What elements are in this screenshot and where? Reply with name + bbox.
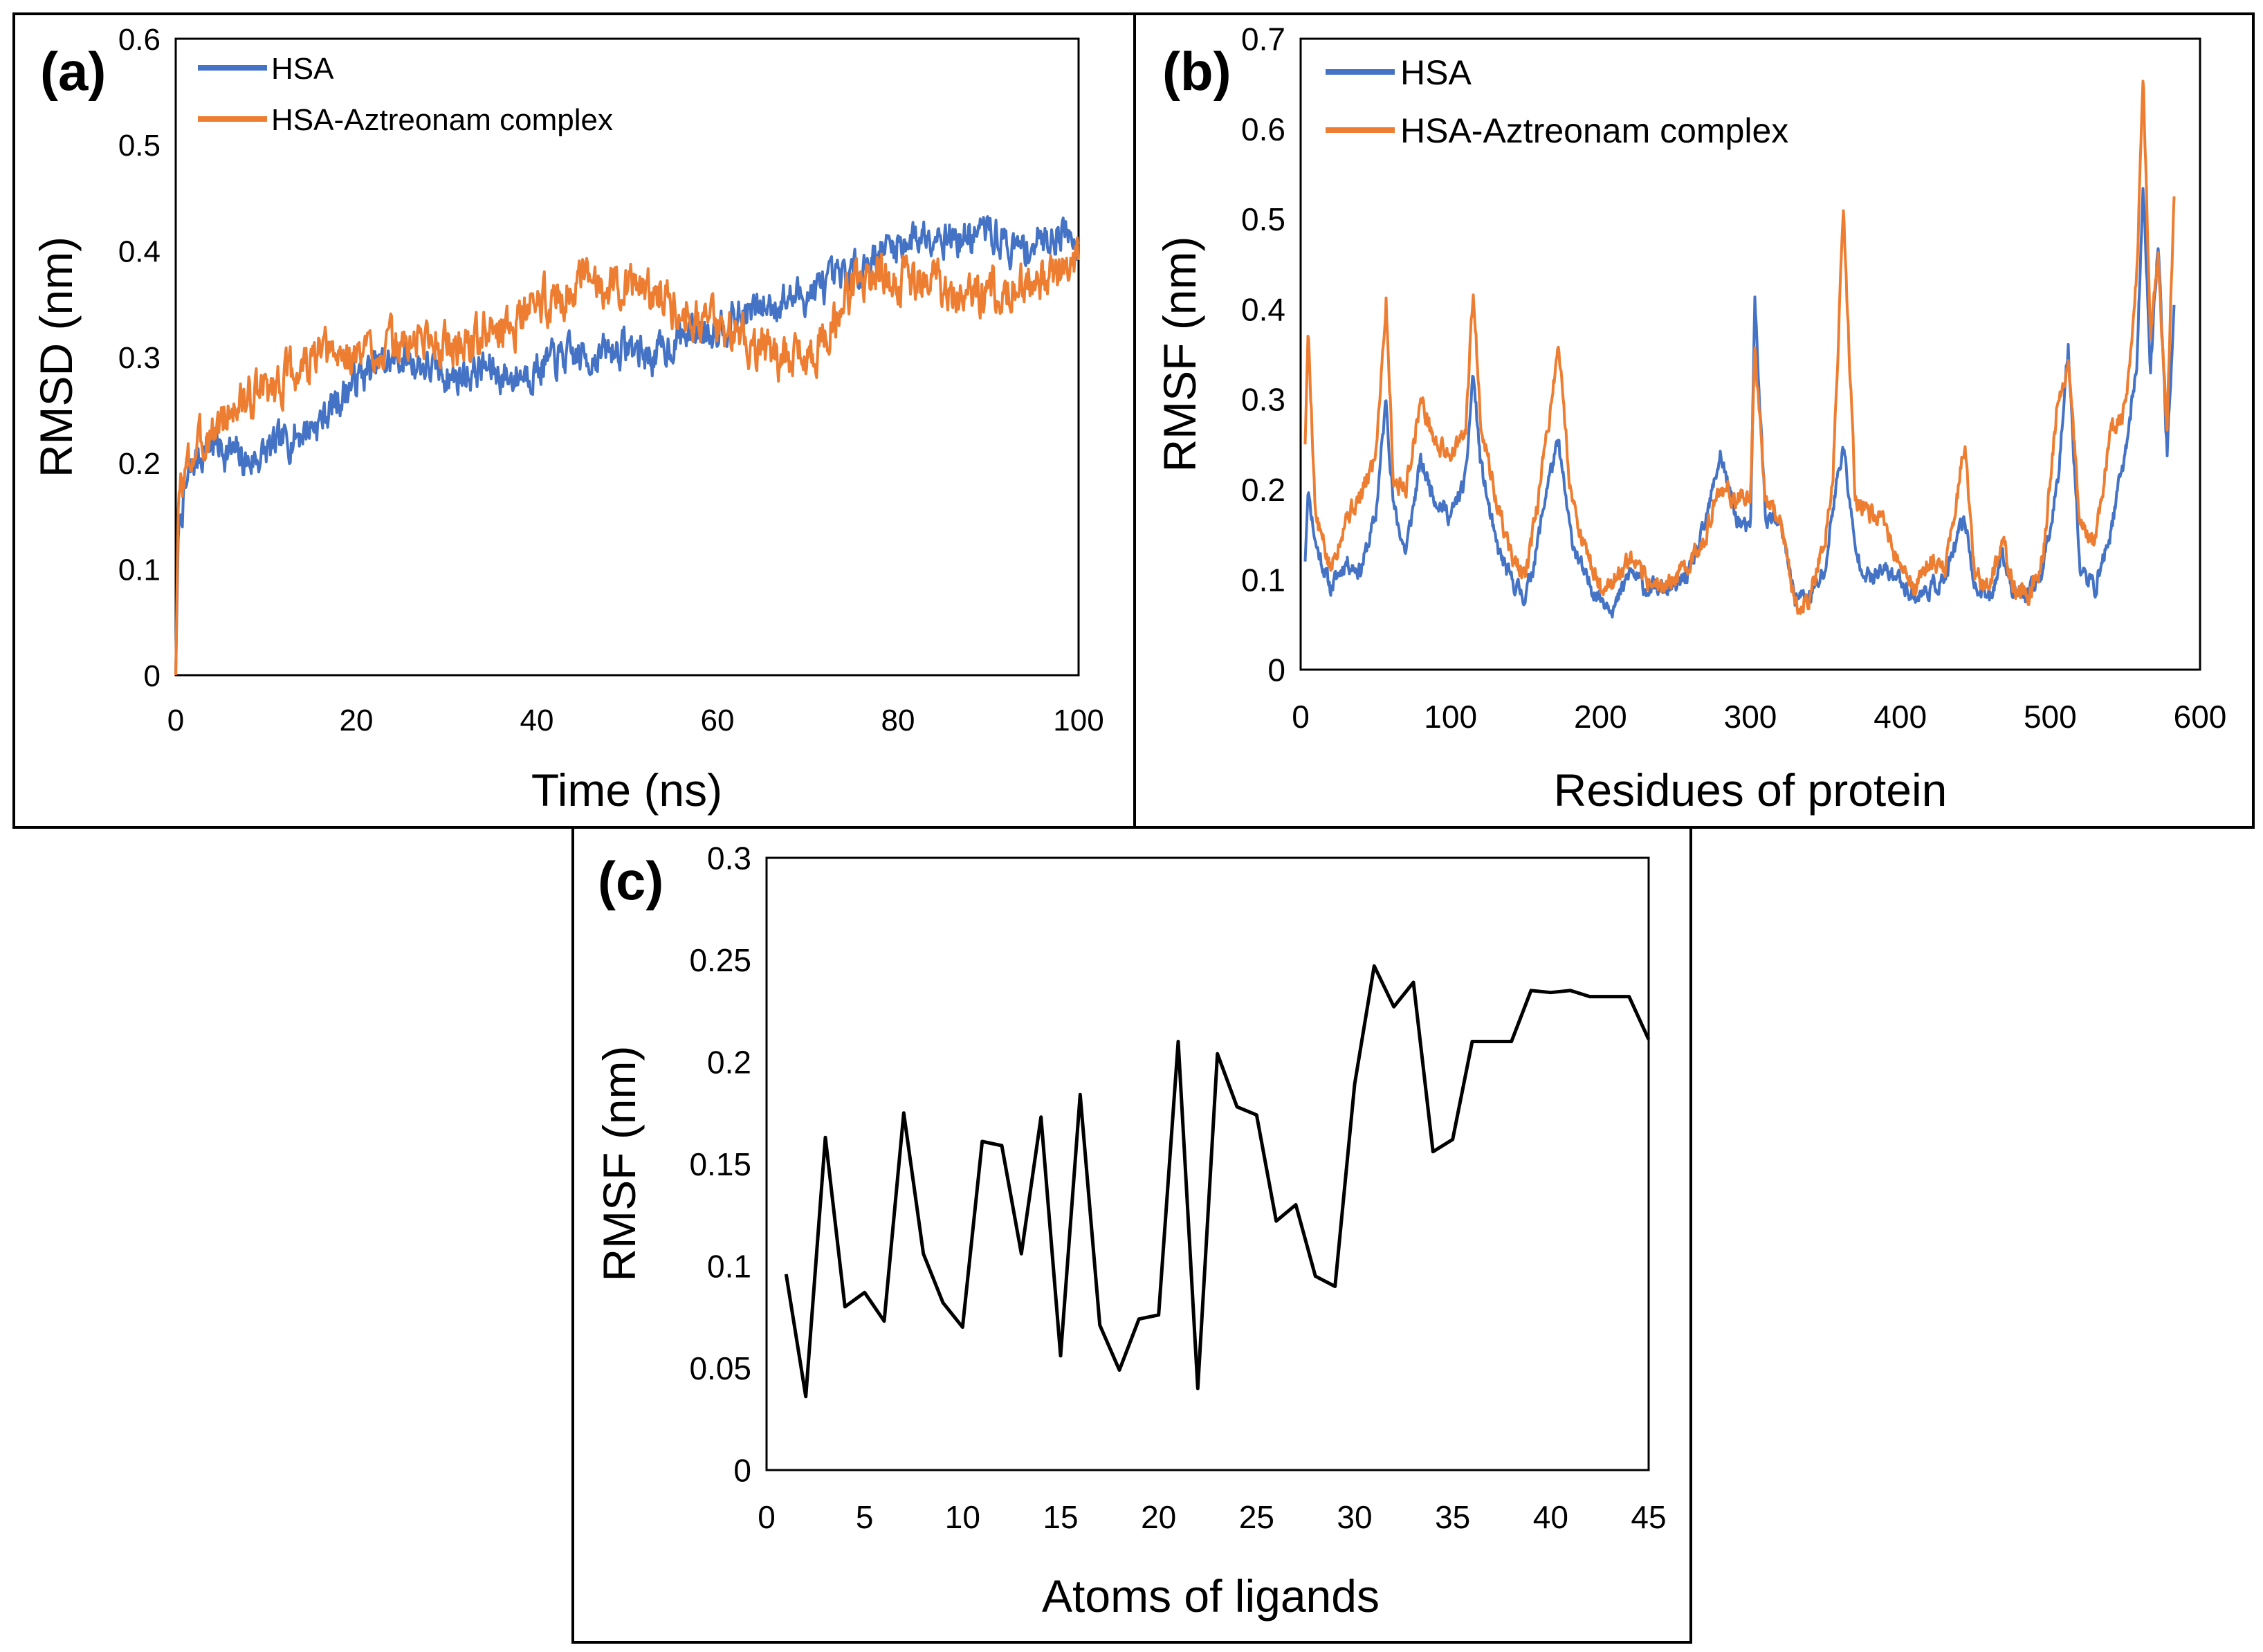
- y-tick-label: 0.3: [118, 341, 161, 375]
- panel-b-series: [1303, 80, 2176, 618]
- x-tick-label: 300: [1724, 699, 1777, 735]
- panel-c-x-axis-label: Atoms of ligands: [1042, 1570, 1380, 1622]
- y-tick-label: 0.5: [118, 129, 161, 163]
- panel-a-legend-label-hsa: HSA: [271, 52, 334, 86]
- y-tick-label: 0: [733, 1453, 751, 1489]
- x-tick-label: 45: [1631, 1499, 1666, 1535]
- y-tick-label: 0.4: [118, 235, 161, 269]
- panel-a-x-axis-label: Time (ns): [531, 764, 722, 816]
- x-tick-label: 40: [520, 704, 554, 737]
- panel-a-legend: HSA HSA-Aztreonam complex: [198, 52, 613, 137]
- x-tick-label: 20: [340, 704, 374, 737]
- y-tick-label: 0.5: [1241, 201, 1285, 237]
- x-tick-label: 100: [1424, 699, 1477, 735]
- panel-c-series: [784, 964, 1651, 1399]
- y-tick-label: 0: [144, 659, 161, 693]
- x-tick-label: 40: [1533, 1499, 1568, 1535]
- x-tick-label: 200: [1574, 699, 1627, 735]
- panel-b-x-axis-label: Residues of protein: [1554, 764, 1948, 816]
- panel-c-y-axis-label: RMSF (nm): [594, 1046, 645, 1282]
- y-tick-label: 0.3: [707, 841, 751, 877]
- x-tick-label: 0: [758, 1499, 776, 1535]
- panel-b-x-tick-labels: 0 100 200 300 400 500 600: [1292, 699, 2226, 735]
- x-tick-label: 400: [1873, 699, 1927, 735]
- panel-c-label: (c): [598, 850, 663, 911]
- x-tick-label: 20: [1141, 1499, 1176, 1535]
- y-tick-label: 0.2: [707, 1045, 751, 1081]
- panel-a-legend-label-complex: HSA-Aztreonam complex: [271, 103, 613, 137]
- y-tick-label: 0.3: [1241, 382, 1285, 418]
- x-tick-label: 0: [1292, 699, 1310, 735]
- panel-c-y-tick-labels: 0 0.05 0.1 0.15 0.2 0.25 0.3: [689, 841, 751, 1489]
- y-tick-label: 0.6: [118, 23, 161, 57]
- panel-b-border: [1133, 12, 2255, 829]
- series-line-2: [174, 236, 1080, 676]
- y-tick-label: 0.6: [1241, 111, 1285, 147]
- panel-b-legend-label-complex: HSA-Aztreonam complex: [1400, 111, 1788, 150]
- x-tick-label: 60: [701, 704, 735, 737]
- y-tick-label: 0.4: [1241, 291, 1285, 327]
- y-tick-label: 0.15: [689, 1146, 751, 1182]
- panel-c-x-tick-labels: 0 5 10 15 20 25 30 35 40 45: [758, 1499, 1666, 1535]
- x-tick-label: 35: [1435, 1499, 1470, 1535]
- y-tick-label: 0.2: [1241, 472, 1285, 508]
- panel-a-plot-frame: [174, 37, 1080, 677]
- panel-b-y-tick-labels: 0 0.1 0.2 0.3 0.4 0.5 0.6 0.7: [1241, 21, 1285, 688]
- panel-b-label: (b): [1162, 41, 1231, 102]
- y-tick-label: 0.1: [118, 553, 161, 587]
- panel-c-border: [571, 826, 1692, 1644]
- panel-b-y-axis-label: RMSF (nm): [1154, 237, 1205, 472]
- panel-b-legend-label-hsa: HSA: [1400, 53, 1472, 92]
- panel-a-series: [174, 215, 1080, 676]
- y-tick-label: 0.1: [1241, 562, 1285, 598]
- series-line-2: [1303, 80, 2176, 615]
- x-tick-label: 600: [2174, 699, 2227, 735]
- panel-c: 0 5 10 15 20 25 30 35 40 45 0 0.05 0.1 0.15 0.2 0.25 0.…: [571, 826, 1692, 1644]
- panel-a-y-tick-labels: 0 0.1 0.2 0.3 0.4 0.5 0.6: [118, 23, 161, 693]
- y-tick-label: 0.1: [707, 1249, 751, 1285]
- series-line-1: [784, 964, 1651, 1399]
- x-tick-label: 25: [1239, 1499, 1274, 1535]
- y-tick-label: 0.25: [689, 942, 751, 978]
- panel-b-plot-frame: [1299, 37, 2201, 671]
- panel-a-x-tick-labels: 0 20 40 60 80 100: [167, 704, 1104, 737]
- x-tick-label: 5: [856, 1499, 874, 1535]
- x-tick-label: 30: [1337, 1499, 1372, 1535]
- panel-c-plot-frame: [765, 856, 1650, 1471]
- y-tick-label: 0: [1267, 652, 1285, 688]
- panel-a: 0 20 40 60 80 100 0 0.1 0.2 0.3 0.4 0.5 0.6 (a) Tim…: [12, 12, 1136, 829]
- x-tick-label: 500: [2024, 699, 2077, 735]
- y-tick-label: 0.7: [1241, 21, 1285, 57]
- panel-a-label: (a): [40, 41, 106, 102]
- y-tick-label: 0.05: [689, 1350, 751, 1386]
- y-tick-label: 0.2: [118, 447, 161, 481]
- x-tick-label: 80: [881, 704, 915, 737]
- x-tick-label: 10: [945, 1499, 980, 1535]
- x-tick-label: 15: [1043, 1499, 1078, 1535]
- x-tick-label: 0: [167, 704, 184, 737]
- panel-b-legend: HSA HSA-Aztreonam complex: [1326, 53, 1788, 150]
- x-tick-label: 100: [1053, 704, 1103, 737]
- panel-b: 0 100 200 300 400 500 600 00.10.20.30.40.50.60…: [1133, 12, 2255, 829]
- series-line-1: [174, 215, 1080, 676]
- panel-a-y-axis-label: RMSD (nm): [30, 237, 82, 477]
